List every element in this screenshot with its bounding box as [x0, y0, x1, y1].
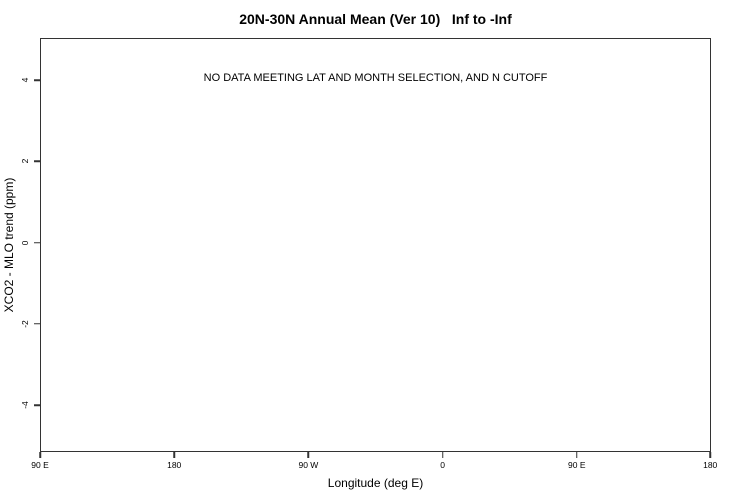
- x-tick-label: 90 W: [298, 460, 319, 470]
- y-tick-mark: [34, 404, 40, 406]
- y-tick-label: 2: [20, 158, 30, 164]
- y-tick-mark: [34, 160, 40, 162]
- x-tick-mark: [39, 452, 41, 458]
- x-tick-label: 90 E: [31, 460, 49, 470]
- y-tick-mark: [34, 241, 40, 244]
- y-tick-mark: [34, 323, 40, 325]
- x-tick-label: 180: [703, 460, 718, 470]
- y-tick-mark: [34, 79, 40, 81]
- x-tick-mark: [307, 452, 310, 458]
- y-tick-label: -4: [20, 401, 30, 409]
- x-tick-mark: [173, 452, 175, 458]
- y-axis-label: XCO2 - MLO trend (ppm): [2, 177, 16, 313]
- y-tick-label: 4: [20, 77, 30, 83]
- x-tick-label: 180: [167, 460, 182, 470]
- x-axis-label: Longitude (deg E): [327, 476, 424, 490]
- x-tick-mark: [441, 452, 444, 458]
- no-data-message: NO DATA MEETING LAT AND MONTH SELECTION,…: [203, 72, 548, 84]
- y-tick-label: 0: [20, 240, 30, 245]
- chart-title: 20N-30N Annual Mean (Ver 10) Inf to -Inf: [239, 11, 512, 27]
- plot-area: NO DATA MEETING LAT AND MONTH SELECTION,…: [40, 38, 711, 452]
- x-tick-mark: [709, 452, 711, 458]
- y-tick-label: -2: [20, 319, 30, 328]
- x-tick-label: 90 E: [568, 460, 586, 470]
- x-tick-label: 0: [440, 460, 445, 470]
- x-tick-mark: [576, 452, 578, 458]
